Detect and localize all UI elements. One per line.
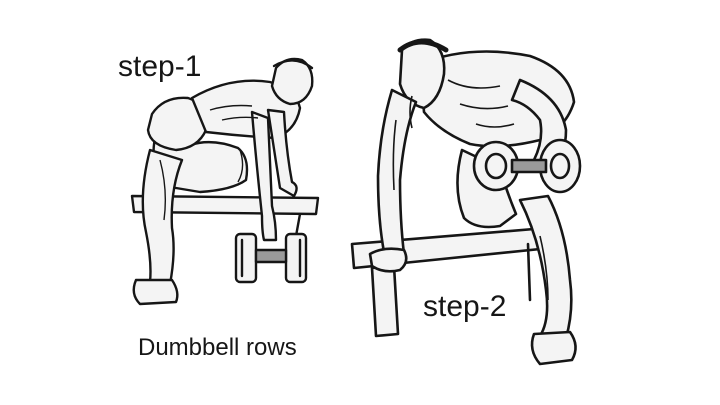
step-1-label: step-1 xyxy=(118,50,202,83)
dumbbell-2 xyxy=(474,140,580,192)
dumbbell-1 xyxy=(236,234,306,282)
step-2-label: step-2 xyxy=(423,290,507,323)
caption: Dumbbell rows xyxy=(138,334,297,361)
